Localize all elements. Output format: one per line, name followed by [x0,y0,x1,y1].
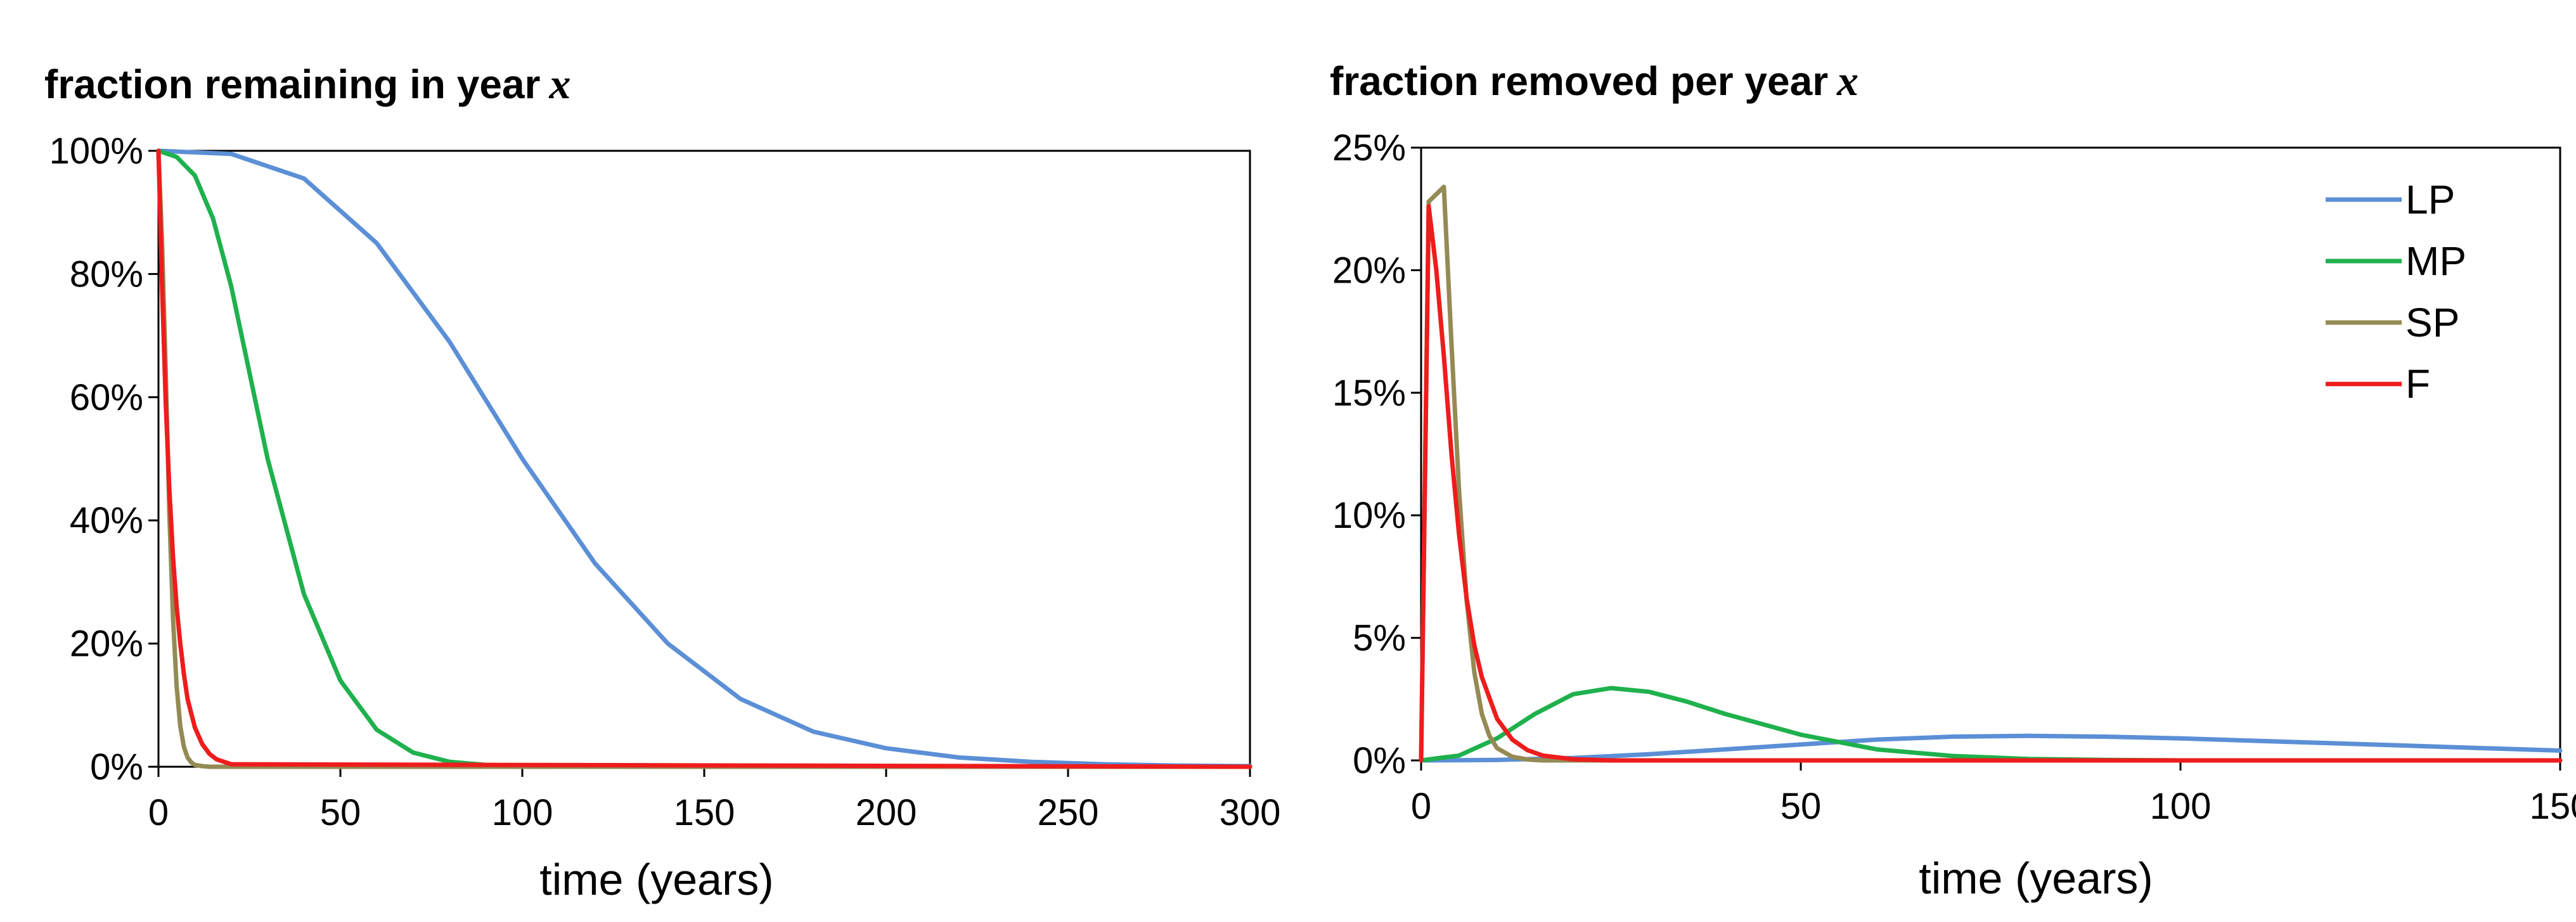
chart-removed-svg: fraction removed per year x 0% 5% 10% 15% 20%… [1330,56,2576,903]
legend-item-mp: MP [2326,238,2466,284]
x-tick-label: 50 [320,792,361,833]
legend-label: LP [2405,177,2455,222]
x-tick-label: 200 [856,792,917,833]
chart-panel-remaining: fraction remaining in year x 0% 20% 40% 60% 8… [44,60,1281,904]
x-tick-label: 0 [1411,786,1431,827]
x-tick-label: 100 [2150,786,2212,827]
x-tick-label: 150 [2530,786,2576,827]
y-tick-label: 60% [70,377,143,418]
series-group [1419,184,2563,763]
x-tick-label: 0 [148,792,169,833]
plot-area [1420,146,2561,762]
legend-item-sp: SP [2326,300,2459,345]
y-tick-label: 10% [1332,495,1406,536]
y-axis: 0% 5% 10% 15% 20% 25% [1332,127,1421,781]
series-line-sp [1419,184,2563,763]
series-group [156,148,1253,769]
plot-area [157,150,1251,768]
x-tick-label: 50 [1781,786,1822,827]
chart-remaining-svg: fraction remaining in year x 0% 20% 40% 60% 8… [44,60,1281,904]
y-tick-label: 0% [90,746,143,788]
legend-item-lp: LP [2326,177,2455,222]
y-tick-label: 0% [1353,740,1406,781]
legend: LP MP SP F [2326,177,2466,407]
y-tick-label: 5% [1353,618,1406,659]
x-tick-label: 250 [1038,792,1099,833]
y-tick-label: 100% [49,131,143,172]
legend-item-f: F [2326,361,2430,407]
y-tick-label: 40% [70,500,143,541]
chart-title: fraction remaining in year x [44,60,570,108]
y-tick-label: 20% [70,624,143,665]
y-tick-label: 80% [70,253,143,295]
chart-panel-removed: fraction removed per year x 0% 5% 10% 15% 20%… [1288,0,2576,922]
x-axis-label: time (years) [539,855,773,904]
x-tick-label: 100 [492,792,553,833]
y-axis: 0% 20% 40% 60% 80% 100% [49,131,158,788]
chart-title: fraction removed per year x [1330,56,1858,105]
x-tick-label: 150 [674,792,735,833]
y-tick-label: 20% [1332,250,1406,291]
y-tick-label: 25% [1332,127,1406,169]
x-axis-label: time (years) [1919,854,2153,903]
x-axis: 0 50 100 150 [1411,760,2576,827]
legend-label: SP [2405,300,2459,345]
x-axis: 0 50 100 150 200 250 300 [148,767,1281,833]
series-line-lp [156,148,1253,769]
series-line-f [156,148,1253,769]
y-tick-label: 15% [1332,373,1406,414]
series-line-lp [1419,733,2563,763]
legend-label: MP [2405,238,2466,284]
legend-label: F [2405,361,2430,407]
x-tick-label: 300 [1220,792,1281,833]
series-line-f [1419,204,2563,763]
